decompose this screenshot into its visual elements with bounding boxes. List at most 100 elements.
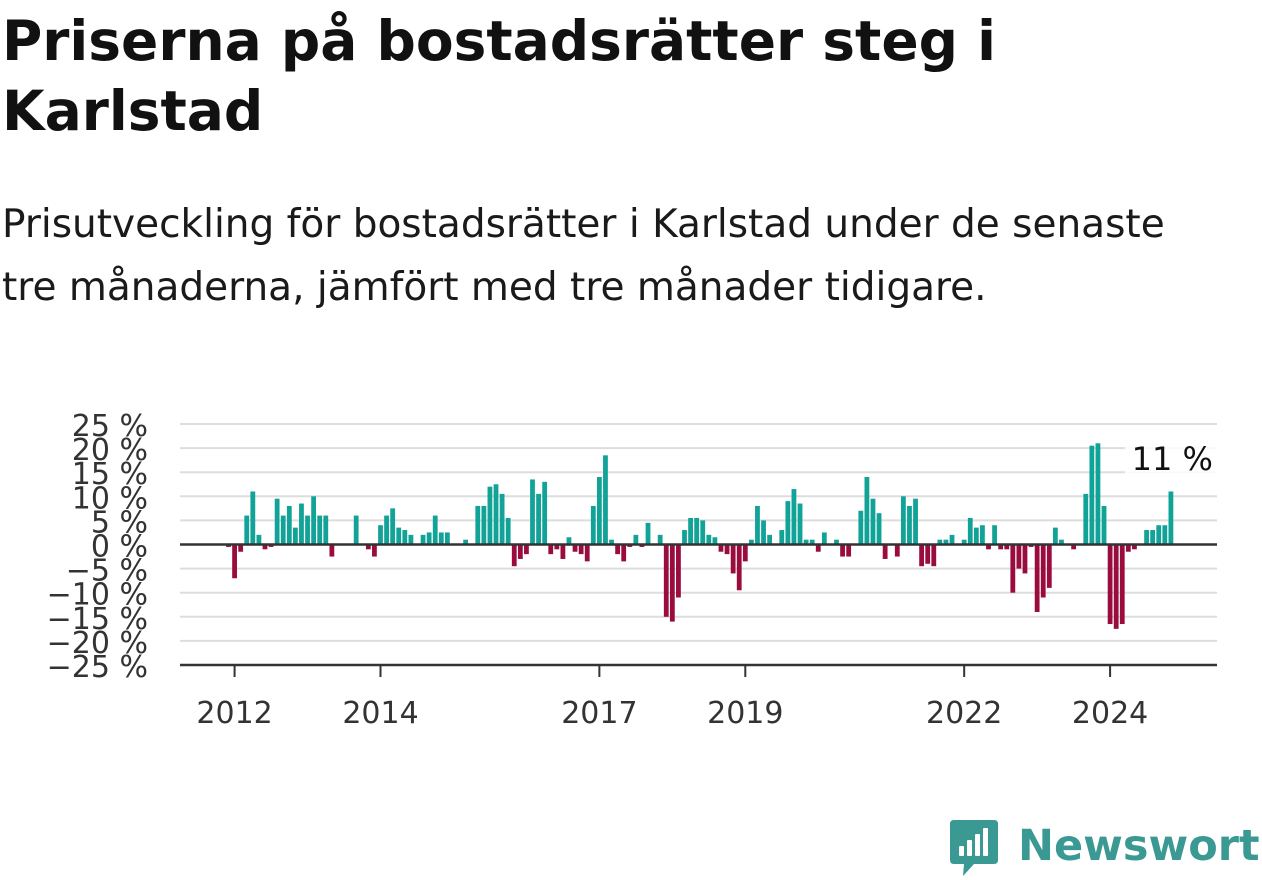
- x-tick-label: 2019: [707, 696, 783, 731]
- bar: [505, 517, 511, 545]
- bar: [317, 515, 323, 545]
- bar: [736, 544, 742, 591]
- bar: [809, 539, 815, 545]
- bar: [1071, 544, 1077, 550]
- bar: [907, 505, 912, 545]
- bar: [803, 539, 809, 545]
- bar: [645, 522, 651, 545]
- bar: [566, 537, 572, 545]
- bar: [286, 505, 292, 545]
- bar: [700, 520, 706, 545]
- bar: [834, 539, 839, 545]
- bar: [730, 544, 736, 574]
- bar: [980, 525, 985, 545]
- bar: [724, 544, 730, 555]
- bar: [785, 501, 791, 545]
- y-tick-label: 20 %: [72, 433, 148, 468]
- bar: [584, 544, 590, 562]
- bar: [621, 544, 627, 562]
- bar: [499, 493, 505, 545]
- bar: [870, 498, 876, 545]
- bar: [821, 532, 827, 545]
- bar: [256, 534, 262, 545]
- bar: [536, 493, 541, 545]
- bar: [779, 530, 785, 545]
- bar: [274, 498, 280, 545]
- y-tick-label: 5 %: [91, 505, 148, 540]
- bar: [365, 544, 371, 550]
- bar: [840, 544, 845, 557]
- bar: [973, 527, 979, 545]
- bar: [797, 503, 803, 545]
- y-tick-label: 10 %: [72, 481, 148, 516]
- bar: [1101, 505, 1107, 545]
- bar: [986, 544, 991, 550]
- bar: [1010, 544, 1016, 593]
- bar: [913, 498, 918, 545]
- bar: [1004, 544, 1010, 550]
- bar: [718, 544, 724, 552]
- y-tick-label: −20 %: [47, 626, 148, 661]
- bar: [1107, 544, 1113, 625]
- bar: [676, 544, 681, 598]
- bar: [511, 544, 517, 567]
- bar: [663, 544, 669, 617]
- bar: [1040, 544, 1046, 598]
- bar: [232, 544, 237, 579]
- bar: [487, 486, 493, 545]
- bar: [238, 544, 244, 552]
- bar: [961, 539, 967, 545]
- bar: [372, 544, 377, 557]
- bar: [262, 544, 268, 550]
- newsworthy-logo-icon: [950, 820, 998, 876]
- x-tick-label: 2022: [926, 696, 1002, 731]
- bar: [378, 525, 383, 545]
- bar: [244, 515, 250, 545]
- bar: [1144, 530, 1149, 545]
- bar: [420, 534, 426, 545]
- bar: [846, 544, 852, 557]
- bar: [1052, 527, 1058, 545]
- bar: [967, 517, 973, 545]
- y-tick-label: −15 %: [47, 602, 148, 637]
- bar: [444, 532, 450, 545]
- bar: [858, 510, 864, 545]
- bars: [226, 443, 1174, 629]
- bar: [432, 515, 438, 545]
- bar: [603, 455, 608, 545]
- bar: [755, 505, 760, 545]
- y-tick-label: −25 %: [47, 650, 148, 685]
- bar: [900, 496, 906, 545]
- bar: [524, 544, 529, 555]
- bar: [438, 532, 444, 545]
- bar: [475, 505, 481, 545]
- bar: [560, 544, 566, 559]
- bar: [1125, 544, 1131, 552]
- bar: [748, 539, 754, 545]
- bar: [329, 544, 335, 557]
- bar: [1168, 491, 1174, 545]
- bar: [517, 544, 523, 559]
- bar: [596, 477, 602, 545]
- bar: [633, 534, 639, 545]
- bar: [384, 515, 389, 545]
- bar: [1022, 544, 1028, 574]
- bar: [882, 544, 888, 559]
- bar: [323, 515, 329, 545]
- bar: [992, 525, 997, 545]
- y-tick-label: 15 %: [72, 457, 148, 492]
- bar: [1059, 539, 1064, 545]
- bar: [578, 544, 584, 555]
- bar: [791, 489, 797, 545]
- bar: [609, 539, 614, 545]
- bar: [919, 544, 925, 567]
- x-tick-label: 2024: [1072, 696, 1148, 731]
- bar: [353, 515, 359, 545]
- y-tick-label: −5 %: [66, 554, 148, 589]
- bar: [767, 534, 773, 545]
- bar: [572, 544, 578, 552]
- y-tick-label: 25 %: [72, 409, 148, 444]
- bar: [694, 517, 700, 545]
- bar: [1046, 544, 1052, 588]
- bar: [396, 527, 402, 545]
